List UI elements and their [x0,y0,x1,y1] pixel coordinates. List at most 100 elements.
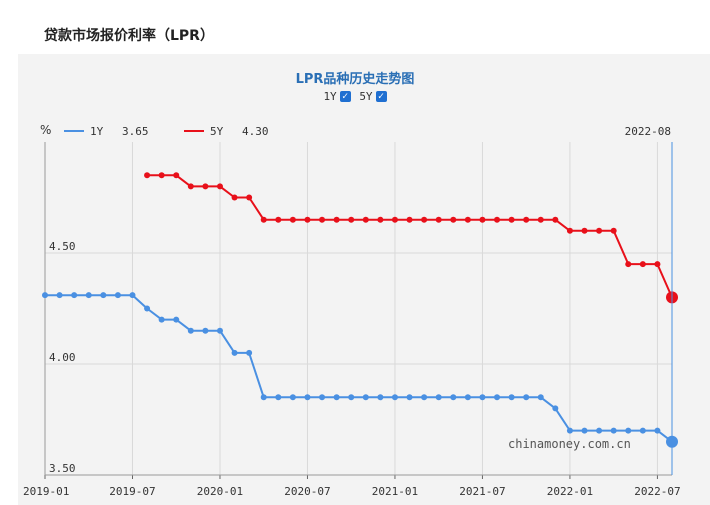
data-point-5y[interactable] [596,227,603,234]
data-point-1y[interactable] [56,292,63,299]
y-axis-unit-label: % [40,123,51,137]
data-point-5y[interactable] [639,261,646,268]
data-point-5y[interactable] [144,172,151,179]
data-point-1y[interactable] [537,394,544,401]
x-tick-label: 2022-07 [634,485,680,498]
data-point-5y[interactable] [464,216,471,223]
data-point-5y[interactable] [566,227,573,234]
toggle-5y[interactable]: 5Y ✓ [359,90,387,103]
data-point-5y[interactable] [552,216,559,223]
data-point-5y[interactable] [391,216,398,223]
data-point-1y[interactable] [566,427,573,434]
page-title: 贷款市场报价利率（LPR） [44,28,214,44]
toggle-1y[interactable]: 1Y ✓ [323,90,351,103]
checkbox-1y-icon[interactable]: ✓ [339,91,351,102]
data-point-1y[interactable] [289,394,296,401]
x-tick-label: 2021-01 [372,485,418,498]
data-point-5y[interactable] [494,216,501,223]
data-point-1y[interactable] [406,394,413,401]
data-point-1y[interactable] [377,394,384,401]
data-point-5y[interactable] [362,216,369,223]
data-point-1y[interactable] [100,292,107,299]
data-point-5y[interactable] [421,216,428,223]
data-point-1y[interactable] [114,292,121,299]
data-point-1y[interactable] [581,427,588,434]
data-point-1y[interactable] [216,327,223,334]
data-point-5y[interactable] [173,172,180,179]
y-tick-label: 3.50 [49,462,76,475]
data-point-1y[interactable] [464,394,471,401]
legend-latest-value: 3.65 [122,125,149,138]
data-point-1y[interactable] [348,394,355,401]
legend-series-name: 5Y [210,125,224,138]
data-point-1y[interactable] [246,349,253,356]
data-point-1y[interactable] [260,394,267,401]
data-point-1y[interactable] [304,394,311,401]
data-point-5y[interactable] [158,172,165,179]
data-point-5y[interactable] [610,227,617,234]
data-point-5y[interactable] [537,216,544,223]
data-point-1y[interactable] [231,349,238,356]
data-point-5y[interactable] [231,194,238,201]
data-point-5y[interactable] [581,227,588,234]
data-point-1y[interactable] [654,427,661,434]
data-point-1y[interactable] [625,427,632,434]
data-point-1y[interactable] [435,394,442,401]
data-point-5y[interactable] [289,216,296,223]
data-point-5y[interactable] [216,183,223,190]
data-point-5y[interactable] [450,216,457,223]
data-point-1y[interactable] [144,305,151,312]
data-point-1y[interactable] [362,394,369,401]
data-point-5y[interactable] [202,183,209,190]
data-point-1y[interactable] [42,292,48,299]
chart-title: LPR品种历史走势图 [295,72,415,87]
data-point-1y[interactable] [158,316,165,323]
data-point-1y[interactable] [391,394,398,401]
x-tick-label: 2020-01 [197,485,243,498]
data-point-5y[interactable] [508,216,515,223]
data-point-1y[interactable] [610,427,617,434]
data-point-5y[interactable] [435,216,442,223]
data-point-1y[interactable] [494,394,501,401]
checkbox-5y-icon[interactable]: ✓ [375,91,387,102]
data-point-5y[interactable] [523,216,530,223]
data-point-5y[interactable] [406,216,413,223]
data-point-1y[interactable] [639,427,646,434]
data-point-1y[interactable] [333,394,340,401]
toggle-5y-label: 5Y [359,90,373,103]
data-point-5y[interactable] [246,194,253,201]
data-point-1y[interactable] [71,292,78,299]
data-point-5y[interactable] [187,183,194,190]
data-point-1y[interactable] [85,292,92,299]
data-point-1y[interactable] [523,394,530,401]
data-point-1y[interactable] [129,292,136,299]
legend-item[interactable]: 1Y 3.65 [64,125,149,138]
watermark-text: chinamoney.com.cn [508,437,631,451]
data-point-1y[interactable] [552,405,559,412]
data-point-5y[interactable] [319,216,326,223]
data-point-1y[interactable] [596,427,603,434]
data-point-5y[interactable] [654,261,661,268]
toggle-1y-label: 1Y [323,90,337,103]
data-point-1y[interactable] [173,316,180,323]
data-point-1y[interactable] [187,327,194,334]
data-point-5y[interactable] [260,216,267,223]
data-point-5y[interactable] [625,261,632,268]
data-point-5y[interactable] [479,216,486,223]
data-point-5y[interactable] [333,216,340,223]
data-point-5y[interactable] [348,216,355,223]
data-point-1y[interactable] [275,394,282,401]
data-point-1y[interactable] [319,394,326,401]
data-point-5y[interactable] [377,216,384,223]
data-point-1y[interactable] [421,394,428,401]
data-point-1y[interactable] [202,327,209,334]
data-point-5y[interactable] [275,216,282,223]
x-tick-label: 2022-01 [547,485,593,498]
y-tick-label: 4.50 [49,240,76,253]
data-point-1y[interactable] [450,394,457,401]
data-point-1y[interactable] [508,394,515,401]
legend-item[interactable]: 5Y 4.30 [184,125,269,138]
data-point-5y[interactable] [304,216,311,223]
data-point-1y[interactable] [479,394,486,401]
